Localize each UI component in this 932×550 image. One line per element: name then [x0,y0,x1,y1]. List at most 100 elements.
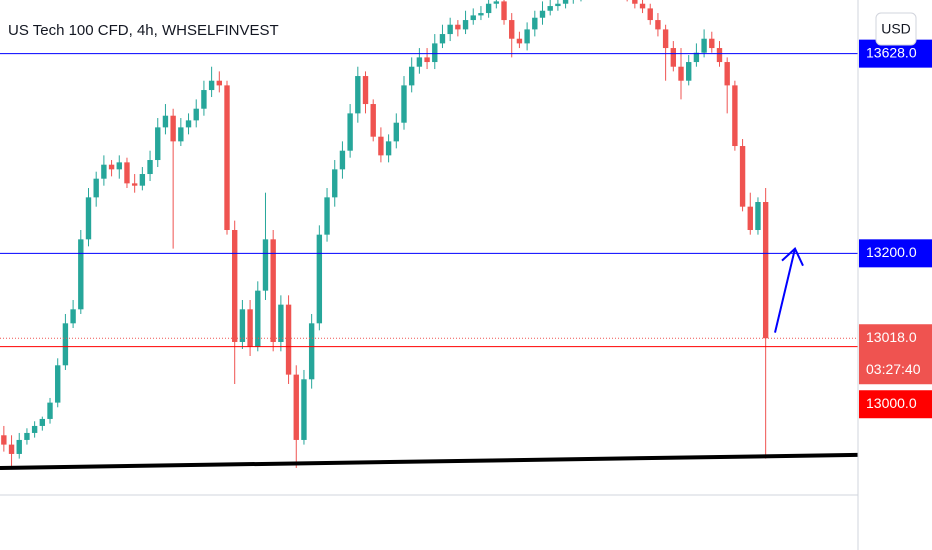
candle-body [308,323,315,380]
candle-body [78,239,84,310]
candle-body [162,115,169,128]
candle-body [678,66,684,81]
candle-body [478,13,484,16]
candle-body [155,127,161,161]
candle-body [347,113,353,151]
candle-body [693,52,700,63]
candle-body [270,239,276,342]
candle-body [447,24,453,35]
candle-body [632,0,638,4]
candle-body [739,146,746,207]
candle-body [116,162,122,170]
candle-body [524,29,530,44]
current-price-label: 13018.0 [866,329,917,345]
candle-body [201,90,207,109]
candle-body [385,141,392,156]
candle-body [39,418,46,426]
candle-body [293,374,299,440]
candle-body [101,164,107,179]
candle-body [93,178,99,198]
candle-body [278,304,284,342]
candle-body [108,164,115,170]
candle-body [316,234,323,324]
candle-body [8,444,15,454]
price-label: 13200.0 [866,244,917,260]
candle-body [716,48,723,63]
candle-body [301,379,307,440]
candle-body [332,169,338,198]
candle-body [462,20,469,30]
countdown: 03:27:40 [866,361,921,377]
candle-body [747,206,753,231]
candle-body [324,197,330,235]
arrow-shaft [774,248,796,333]
candle-body [509,20,515,39]
currency-button[interactable] [875,12,917,46]
trendline [0,452,859,470]
candle-body [432,43,438,63]
candle-body [131,183,138,186]
candle-body [193,108,199,121]
candle-body [208,80,215,91]
candle-body [701,38,707,53]
candle-body [216,80,223,86]
candle-body [362,76,369,105]
price-label: 13628.0 [866,44,917,60]
candle-body [247,309,253,347]
candle-body [147,160,153,175]
price-label-bg [859,239,932,268]
candle-body [378,136,384,156]
candle-body [647,8,653,21]
price-label-bg [859,390,932,419]
candle-body [370,104,376,137]
candle-body [170,115,176,142]
candle-body [762,202,769,339]
candle-body [1,435,7,445]
candle-body [255,290,261,347]
candle-body [124,162,130,184]
candle-body [562,0,569,4]
arrow-head [781,247,804,267]
candle-body [755,202,761,231]
candle-body [224,85,230,231]
candle-body [139,174,146,186]
chart-title: US Tech 100 CFD, 4h, WHSELFINVEST [8,22,279,39]
candle-body [424,57,430,63]
price-label: 13000.0 [866,395,917,411]
candle-body [408,66,415,86]
candle-body [532,17,538,30]
candle-body [16,439,22,454]
candle-body [239,309,246,342]
candle-body [232,230,238,342]
candle-body [493,1,500,4]
candle-body [85,197,92,240]
candle-body [401,85,407,123]
candle-body [470,15,476,21]
candle-body [178,127,184,142]
candle-body [639,3,646,9]
currency[interactable]: USD [881,21,911,37]
candle-body [555,3,561,7]
candle-body [393,122,399,142]
candle-body [339,150,346,170]
candle-body [724,62,730,86]
candle-body [662,29,669,49]
candle-body [686,62,692,81]
candle-body [516,38,523,44]
candle-body [262,239,269,291]
candle-body [416,57,423,67]
candle-body [55,365,61,403]
candle-body [501,1,507,21]
candle-body [455,24,461,30]
candle-body [655,20,661,30]
candle-body [285,304,292,375]
candle-body [185,120,192,128]
candle-body [732,85,738,147]
candle-body [547,6,553,11]
candle-body [47,402,53,419]
candle-body [709,38,715,49]
candle-body [670,48,677,67]
candle-body [62,323,69,366]
